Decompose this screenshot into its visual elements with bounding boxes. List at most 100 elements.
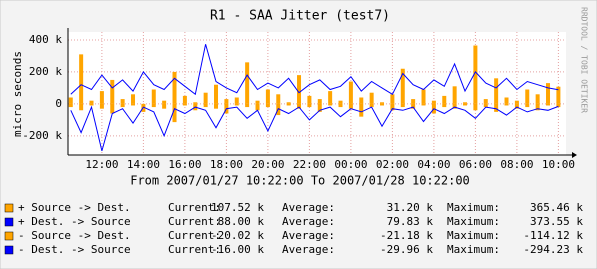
bar bbox=[473, 45, 478, 104]
bar bbox=[297, 75, 302, 104]
x-tick-label: 22:00 bbox=[293, 158, 326, 171]
stat-label: Maximum: bbox=[447, 243, 500, 256]
bar bbox=[286, 103, 291, 106]
bar bbox=[68, 97, 73, 104]
x-axis-arrow bbox=[572, 152, 577, 158]
bar bbox=[79, 54, 84, 104]
stat-label: Current: bbox=[168, 215, 221, 228]
bar bbox=[390, 94, 395, 104]
bar bbox=[535, 103, 540, 111]
bar bbox=[214, 103, 219, 109]
bar bbox=[276, 94, 281, 104]
bar bbox=[359, 103, 364, 117]
bar bbox=[369, 92, 374, 104]
bar bbox=[504, 97, 509, 104]
legend-swatch bbox=[4, 231, 14, 241]
bar bbox=[421, 103, 426, 106]
marks bbox=[68, 44, 561, 152]
bar bbox=[556, 103, 561, 108]
plot-area bbox=[68, 32, 566, 155]
bar bbox=[535, 94, 540, 104]
bar bbox=[286, 102, 291, 104]
stat-value: 79.83 k bbox=[387, 215, 434, 228]
bar bbox=[99, 91, 104, 104]
x-tick-label: 02:00 bbox=[376, 158, 409, 171]
bar bbox=[172, 71, 177, 104]
stat-label: Maximum: bbox=[447, 215, 500, 228]
bar bbox=[442, 103, 447, 108]
series-line bbox=[70, 105, 559, 152]
bar bbox=[89, 103, 94, 106]
stat-value: 365.46 k bbox=[530, 201, 583, 214]
side-credit: RRDTOOL / TOBI OETIKER bbox=[580, 7, 589, 113]
legend-label: + Source -> Dest. bbox=[18, 201, 131, 214]
y-axis-label: micro seconds bbox=[11, 51, 24, 137]
bar bbox=[307, 103, 312, 108]
stat-value: -294.23 k bbox=[523, 243, 583, 256]
bar bbox=[483, 99, 488, 104]
bar bbox=[234, 97, 239, 104]
stat-value: -29.96 k bbox=[380, 243, 433, 256]
bar bbox=[297, 103, 302, 109]
bar bbox=[255, 100, 260, 104]
bar bbox=[193, 102, 198, 104]
bar bbox=[151, 89, 156, 104]
bar bbox=[483, 103, 488, 108]
y-tick-label: 200 k bbox=[29, 65, 62, 78]
legend-swatch bbox=[4, 217, 14, 227]
bar bbox=[504, 103, 509, 106]
x-tick-label: 12:00 bbox=[85, 158, 118, 171]
bar bbox=[131, 103, 136, 106]
stat-label: Current: bbox=[168, 229, 221, 242]
bar bbox=[120, 103, 125, 108]
bar bbox=[452, 103, 457, 109]
x-tick-label: 20:00 bbox=[251, 158, 284, 171]
bar bbox=[525, 103, 530, 108]
bar bbox=[369, 103, 374, 108]
bar bbox=[442, 95, 447, 104]
legend-label: - Source -> Dest. bbox=[18, 229, 131, 242]
x-tick-label: 16:00 bbox=[168, 158, 201, 171]
bar bbox=[400, 103, 405, 108]
stat-label: Average: bbox=[282, 229, 335, 242]
bar bbox=[328, 91, 333, 104]
bar bbox=[380, 102, 385, 104]
stat-label: Maximum: bbox=[447, 201, 500, 214]
bar bbox=[68, 103, 73, 108]
stat-value: 107.52 k bbox=[211, 201, 264, 214]
bar bbox=[380, 103, 385, 106]
bar bbox=[214, 84, 219, 104]
grid: -200 k 0 200 k 400 k 12:00 14:00 16:00 18:00 20:… bbox=[22, 32, 575, 171]
stat-label: Average: bbox=[282, 201, 335, 214]
legend-label: + Dest. -> Source bbox=[18, 215, 131, 228]
chart-subtitle: From 2007/01/27 10:22:00 To 2007/01/28 1… bbox=[130, 174, 470, 188]
x-tick-label: 10:00 bbox=[542, 158, 575, 171]
bar bbox=[265, 103, 270, 108]
bar bbox=[328, 103, 333, 106]
bar bbox=[224, 99, 229, 104]
stat-label: Current: bbox=[168, 243, 221, 256]
bar bbox=[338, 103, 343, 108]
bar bbox=[120, 99, 125, 104]
x-tick-label: 00:00 bbox=[334, 158, 367, 171]
bar bbox=[99, 103, 104, 109]
bar bbox=[473, 103, 478, 111]
bar bbox=[348, 81, 353, 104]
bar bbox=[131, 94, 136, 104]
bar bbox=[411, 103, 416, 109]
bar bbox=[162, 103, 167, 109]
bar bbox=[400, 68, 405, 104]
stat-label: Current: bbox=[168, 201, 221, 214]
bar bbox=[494, 103, 499, 112]
stat-value: 31.20 k bbox=[387, 201, 434, 214]
y-tick-label: 0 bbox=[55, 97, 62, 110]
x-tick-label: 18:00 bbox=[210, 158, 243, 171]
bar bbox=[265, 89, 270, 104]
bar bbox=[494, 78, 499, 104]
bar bbox=[162, 100, 167, 104]
bar bbox=[172, 103, 177, 123]
bar bbox=[317, 99, 322, 104]
bar bbox=[514, 103, 519, 109]
bar bbox=[203, 92, 208, 104]
